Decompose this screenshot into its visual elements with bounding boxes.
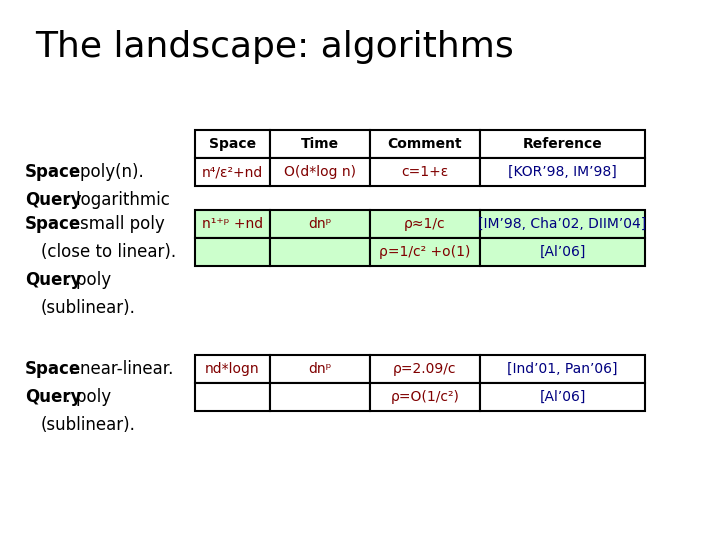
- Text: nd*logn: nd*logn: [205, 362, 260, 376]
- Bar: [480, 210, 645, 238]
- Text: (sublinear).: (sublinear).: [41, 299, 136, 317]
- Text: (sublinear).: (sublinear).: [41, 416, 136, 434]
- Text: dnᵖ: dnᵖ: [308, 217, 332, 231]
- Text: [KOR’98, IM’98]: [KOR’98, IM’98]: [508, 165, 617, 179]
- Bar: [370, 383, 480, 411]
- Text: Query: Query: [25, 191, 81, 209]
- Bar: [480, 355, 645, 383]
- Text: Query: Query: [25, 271, 81, 289]
- Text: Space: Space: [209, 137, 256, 151]
- Bar: [370, 210, 480, 238]
- Bar: [195, 238, 270, 266]
- Text: : logarithmic: : logarithmic: [65, 191, 170, 209]
- Text: : poly: : poly: [65, 388, 111, 406]
- Text: (close to linear).: (close to linear).: [41, 243, 176, 261]
- Text: [Al’06]: [Al’06]: [539, 245, 585, 259]
- Text: : near-linear.: : near-linear.: [69, 360, 174, 378]
- Bar: [480, 238, 645, 266]
- Text: : small poly: : small poly: [69, 215, 165, 233]
- Text: Time: Time: [301, 137, 339, 151]
- Bar: [195, 383, 270, 411]
- Text: [Ind’01, Pan’06]: [Ind’01, Pan’06]: [508, 362, 618, 376]
- Text: : poly(n).: : poly(n).: [69, 163, 144, 181]
- Bar: [370, 355, 480, 383]
- Text: dnᵖ: dnᵖ: [308, 362, 332, 376]
- Bar: [195, 210, 270, 238]
- Bar: [270, 355, 370, 383]
- Bar: [480, 383, 645, 411]
- Text: ρ=2.09/c: ρ=2.09/c: [393, 362, 456, 376]
- Bar: [370, 130, 480, 158]
- Bar: [480, 158, 645, 186]
- Text: c=1+ε: c=1+ε: [401, 165, 449, 179]
- Bar: [370, 158, 480, 186]
- Bar: [195, 355, 270, 383]
- Text: Space: Space: [25, 163, 81, 181]
- Bar: [480, 130, 645, 158]
- Bar: [270, 210, 370, 238]
- Text: Comment: Comment: [387, 137, 462, 151]
- Text: n¹⁺ᵖ +nd: n¹⁺ᵖ +nd: [202, 217, 263, 231]
- Text: [Al’06]: [Al’06]: [539, 390, 585, 404]
- Bar: [370, 238, 480, 266]
- Bar: [270, 238, 370, 266]
- Bar: [270, 383, 370, 411]
- Text: Space: Space: [25, 360, 81, 378]
- Bar: [195, 130, 270, 158]
- Bar: [270, 130, 370, 158]
- Text: Space: Space: [25, 215, 81, 233]
- Text: : poly: : poly: [65, 271, 111, 289]
- Text: ρ≈1/c: ρ≈1/c: [404, 217, 446, 231]
- Text: Query: Query: [25, 388, 81, 406]
- Text: O(d*log n): O(d*log n): [284, 165, 356, 179]
- Text: Reference: Reference: [523, 137, 603, 151]
- Text: [IM’98, Cha’02, DIIM’04]: [IM’98, Cha’02, DIIM’04]: [478, 217, 647, 231]
- Bar: [195, 158, 270, 186]
- Text: n⁴/ε²+nd: n⁴/ε²+nd: [202, 165, 263, 179]
- Text: ρ=1/c² +o(1): ρ=1/c² +o(1): [379, 245, 471, 259]
- Bar: [270, 158, 370, 186]
- Text: The landscape: algorithms: The landscape: algorithms: [35, 30, 514, 64]
- Text: ρ=O(1/c²): ρ=O(1/c²): [390, 390, 459, 404]
